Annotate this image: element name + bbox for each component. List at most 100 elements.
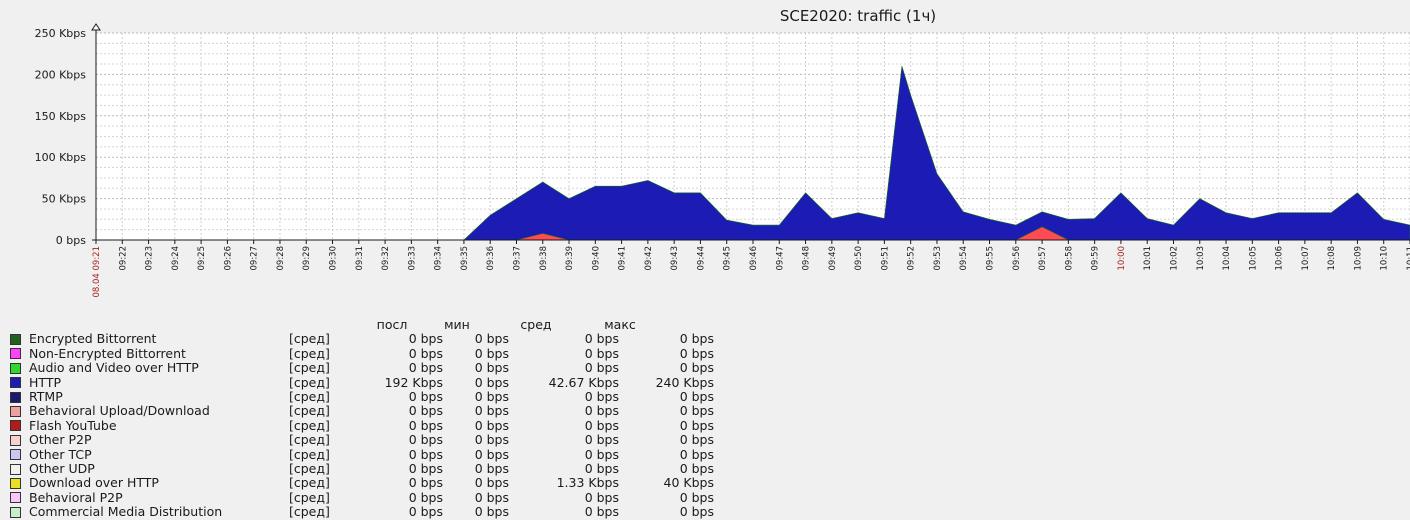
legend-item-name: Encrypted Bittorrent bbox=[29, 331, 157, 347]
x-tick-label: 09:26 bbox=[223, 246, 233, 271]
legend-item-min: 0 bps bbox=[474, 417, 509, 433]
legend-swatch bbox=[10, 362, 21, 374]
legend-item-avg: 0 bps bbox=[584, 460, 619, 476]
legend-item-min: 0 bps bbox=[474, 360, 509, 376]
legend-swatch bbox=[10, 506, 21, 518]
y-tick-label: 150 Kbps bbox=[35, 110, 87, 123]
x-tick-label: 09:53 bbox=[933, 246, 943, 271]
legend-swatch bbox=[10, 420, 21, 432]
x-tick-label: 09:33 bbox=[407, 246, 417, 271]
x-tick-label: 09:42 bbox=[644, 246, 654, 271]
chart-title: SCE2020: traffic (1ч) bbox=[780, 7, 936, 25]
legend-row: Download over HTTP [сред] 0 bps 0 bps 1.33 K… bbox=[10, 475, 714, 491]
legend-item-last: 0 bps bbox=[408, 446, 443, 462]
x-axis-ticks: 08.04 09:21 09:22 09:23 09:24 09:25 09:26 09:2… bbox=[92, 240, 1410, 298]
x-tick-label: 09:47 bbox=[775, 246, 785, 271]
y-tick-label: 0 bps bbox=[56, 234, 86, 247]
legend-item-last: 0 bps bbox=[408, 388, 443, 404]
x-tick-label: 09:35 bbox=[460, 246, 470, 271]
x-tick-label: 10:10 bbox=[1380, 246, 1390, 271]
legend-item-min: 0 bps bbox=[474, 475, 509, 491]
x-tick-label: 09:28 bbox=[276, 246, 286, 271]
series-area bbox=[96, 66, 1410, 241]
legend-swatch bbox=[10, 492, 21, 504]
x-tick-label: 10:08 bbox=[1327, 246, 1337, 271]
x-tick-label: 10:04 bbox=[1222, 246, 1232, 271]
header-max: макс bbox=[604, 317, 636, 332]
legend-item-avg: 0 bps bbox=[584, 388, 619, 404]
y-axis-ticks: 0 bps 50 Kbps 100 Kbps 150 Kbps 200 Kbps 250 … bbox=[35, 27, 87, 247]
legend-item-max: 0 bps bbox=[679, 460, 714, 476]
legend-item-min: 0 bps bbox=[474, 489, 509, 505]
x-tick-label: 10:11 bbox=[1406, 246, 1410, 271]
legend-item-function: [сред] bbox=[289, 360, 330, 376]
x-tick-label: 10:05 bbox=[1248, 246, 1258, 271]
x-tick-label: 10:09 bbox=[1353, 246, 1363, 271]
x-tick-label: 09:22 bbox=[118, 246, 128, 271]
legend-item-min: 0 bps bbox=[474, 374, 509, 390]
legend-item-max: 0 bps bbox=[679, 360, 714, 376]
legend-item-name: Behavioral Upload/Download bbox=[29, 403, 210, 419]
legend-item-function: [сред] bbox=[289, 417, 330, 433]
x-tick-label: 09:43 bbox=[670, 246, 680, 271]
legend-item-avg: 42.67 Kbps bbox=[548, 374, 619, 390]
x-tick-label: 09:57 bbox=[1038, 246, 1048, 271]
header-min: мин bbox=[444, 317, 470, 332]
legend-item-max: 0 bps bbox=[679, 432, 714, 448]
legend-item-avg: 0 bps bbox=[584, 504, 619, 520]
legend-row: Behavioral Upload/Download [сред] 0 bps 0 b… bbox=[10, 403, 714, 419]
legend-item-max: 0 bps bbox=[679, 489, 714, 505]
legend-item-last: 0 bps bbox=[408, 331, 443, 347]
x-tick-label: 09:59 bbox=[1091, 246, 1101, 271]
legend-item-function: [сред] bbox=[289, 374, 330, 390]
x-tick-label: 10:02 bbox=[1169, 246, 1179, 271]
legend-row: Behavioral P2P [сред] 0 bps 0 bps 0 bps 0 bps bbox=[10, 489, 714, 505]
x-tick-label: 09:56 bbox=[1012, 246, 1022, 271]
legend-item-function: [сред] bbox=[289, 432, 330, 448]
legend-item-name: RTMP bbox=[29, 388, 63, 404]
legend-item-function: [сред] bbox=[289, 489, 330, 505]
x-tick-label: 09:31 bbox=[355, 246, 365, 271]
legend-swatch bbox=[10, 391, 21, 403]
legend-item-last: 0 bps bbox=[408, 417, 443, 433]
legend-item-avg: 0 bps bbox=[584, 489, 619, 505]
x-tick-label: 09:50 bbox=[854, 246, 864, 271]
x-tick-label: 09:37 bbox=[512, 246, 522, 271]
x-tick-label: 09:27 bbox=[250, 246, 260, 271]
legend-item-min: 0 bps bbox=[474, 460, 509, 476]
legend-item-min: 0 bps bbox=[474, 446, 509, 462]
legend-item-max: 0 bps bbox=[679, 403, 714, 419]
legend-item-min: 0 bps bbox=[474, 403, 509, 419]
legend-item-name: Commercial Media Distribution bbox=[29, 504, 223, 520]
legend-item-min: 0 bps bbox=[474, 345, 509, 361]
traffic-chart: SCE2020: traffic (1ч) 0 bps 50 Kbps 100 Kb… bbox=[35, 7, 1410, 298]
legend-item-function: [сред] bbox=[289, 504, 330, 520]
y-tick-label: 200 Kbps bbox=[35, 68, 87, 81]
legend-item-function: [сред] bbox=[289, 403, 330, 419]
legend-swatch bbox=[10, 463, 21, 475]
legend-item-name: HTTP bbox=[29, 374, 61, 390]
x-tick-label: 09:36 bbox=[486, 246, 496, 271]
legend-item-max: 240 Kbps bbox=[655, 374, 714, 390]
x-tick-label: 09:40 bbox=[591, 246, 601, 271]
legend-swatch bbox=[10, 334, 21, 346]
y-tick-label: 250 Kbps bbox=[35, 27, 87, 40]
y-axis-arrow bbox=[91, 23, 101, 31]
legend-table: посл мин сред макс Encrypted Bittorrent [… bbox=[10, 317, 714, 520]
legend-item-name: Other P2P bbox=[29, 432, 92, 448]
header-avg: сред bbox=[520, 317, 552, 332]
legend-item-name: Flash YouTube bbox=[29, 417, 117, 433]
x-tick-label: 09:45 bbox=[723, 246, 733, 271]
legend-rows: Encrypted Bittorrent [сред] 0 bps 0 bps 0 bp… bbox=[10, 331, 714, 520]
legend-item-name: Other TCP bbox=[29, 446, 92, 462]
x-tick-label: 09:51 bbox=[880, 246, 890, 271]
legend-row: Other UDP [сред] 0 bps 0 bps 0 bps 0 bps bbox=[10, 460, 714, 476]
legend-item-max: 0 bps bbox=[679, 388, 714, 404]
x-tick-label: 10:07 bbox=[1301, 246, 1311, 271]
legend-item-name: Download over HTTP bbox=[29, 475, 159, 491]
x-tick-label: 09:32 bbox=[381, 246, 391, 271]
x-tick-label: 09:39 bbox=[565, 246, 575, 271]
legend-item-last: 0 bps bbox=[408, 460, 443, 476]
legend-item-max: 0 bps bbox=[679, 504, 714, 520]
x-tick-label: 09:49 bbox=[828, 246, 838, 271]
